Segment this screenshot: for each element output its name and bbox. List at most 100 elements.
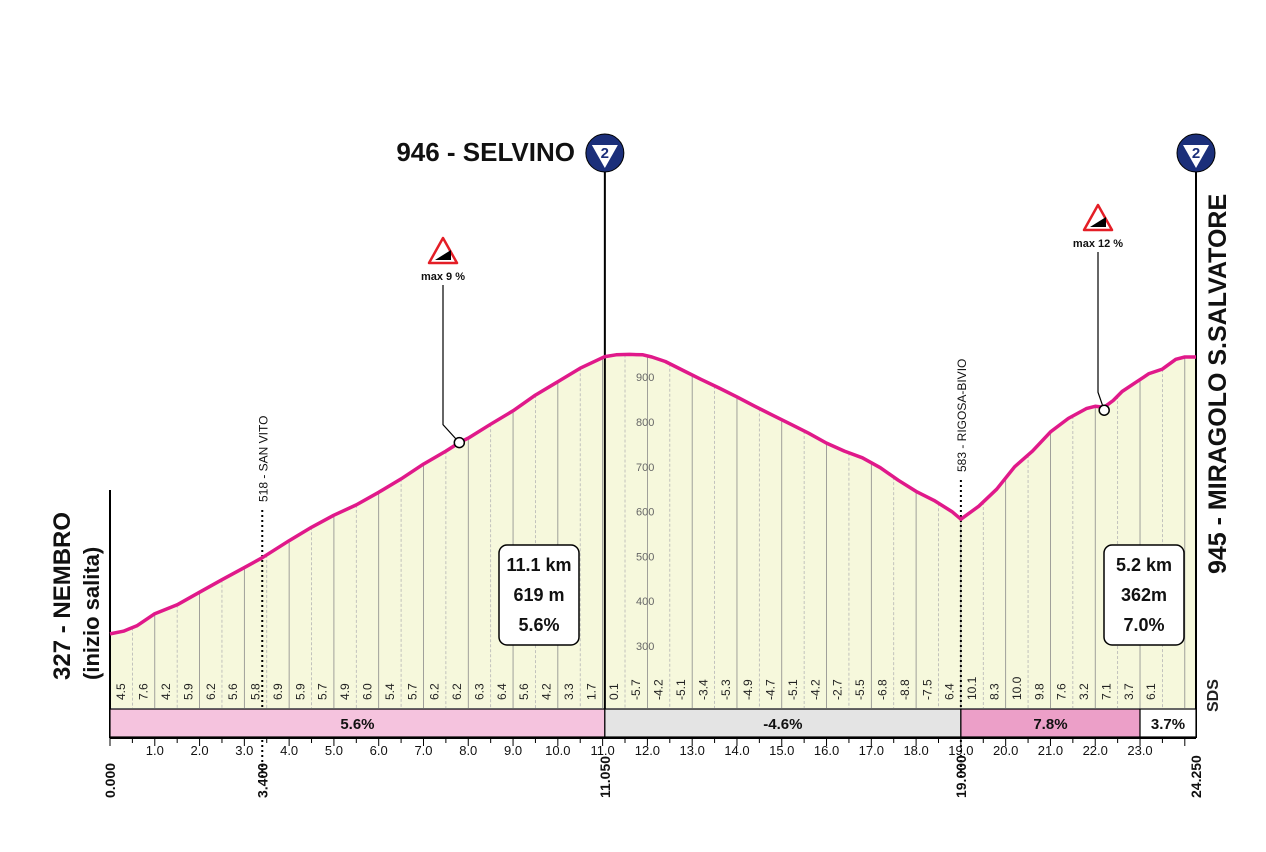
km-gradient-label: 4.2	[540, 683, 554, 700]
km-gradient-label: -7.5	[920, 679, 934, 700]
x-tick-label: 21.0	[1038, 743, 1063, 758]
grid-layer: 300 400 500 600 700 800 900 4.5 7.6 4.2 5.9 6.2 5.6 5…	[109, 170, 1197, 780]
km-gradient-label: 6.9	[271, 683, 285, 700]
km-gradient-label: 6.2	[428, 683, 442, 700]
km-gradient-label: 5.6	[226, 683, 240, 700]
summary-line: 7.0%	[1123, 615, 1164, 635]
x-tick-label: 15.0	[769, 743, 794, 758]
x-tick-label: 22.0	[1083, 743, 1108, 758]
summary-line: 362m	[1121, 585, 1167, 605]
km-gradient-label: -4.2	[808, 679, 822, 700]
summary-box-frame	[1103, 544, 1185, 646]
x-tick-label: 2.0	[191, 743, 209, 758]
climb-summary-box: 5.2 km 362m 7.0%	[1103, 544, 1185, 646]
km-gradient-label: 6.0	[361, 683, 375, 700]
gradient-segment	[109, 708, 606, 738]
km-gradient-label: -4.7	[764, 679, 778, 700]
miragolo-label: 945 - MIRAGOLO S.SALVATORE	[1204, 194, 1232, 574]
km-gradient-label: -5.1	[674, 679, 688, 700]
km-gradient-label: 6.2	[204, 683, 218, 700]
km-gradient-label: -2.7	[831, 679, 845, 700]
x-tick-label: 16.0	[814, 743, 839, 758]
sds-logo: SDS	[1205, 679, 1222, 712]
nembro-sublabel: (inizio salita)	[79, 547, 104, 680]
km-gradient-label: 6.4	[943, 683, 957, 700]
km-gradient-label: 3.7	[1122, 683, 1136, 700]
marker-point	[1098, 404, 1110, 416]
summary-line: 5.6%	[518, 615, 559, 635]
km-gradient-label: 5.9	[293, 683, 307, 700]
profile-line-layer	[109, 352, 1196, 636]
x-tick-label: 6.0	[370, 743, 388, 758]
x-tick-label: 20.0	[993, 743, 1018, 758]
y-tick-label: 500	[636, 551, 654, 563]
km-gradient-label: 6.1	[1144, 683, 1158, 700]
km-axis-layer: 1.0 2.0 3.0 4.0 5.0 6.0 7.0 8.0 9.0 10.0 11.0 12.0 1…	[102, 737, 1204, 798]
marker-point	[453, 436, 466, 449]
y-tick-label: 700	[636, 462, 654, 474]
gradient-segment-label: -4.6%	[763, 716, 802, 733]
gpm-badge-label: 2	[1192, 145, 1200, 162]
y-tick-label: 400	[636, 596, 654, 608]
marker-leader-line	[442, 285, 460, 444]
km-gradient-label: -5.1	[786, 679, 800, 700]
x-tick-label: 9.0	[504, 743, 522, 758]
profile-fill-layer	[110, 354, 1196, 708]
km-gradient-label: -3.4	[696, 679, 710, 700]
km-gradient-label: 9.8	[1032, 683, 1046, 700]
x-tick-label: 18.0	[903, 743, 928, 758]
km-gradient-label: 6.3	[472, 683, 486, 700]
waypoint-km-label: 19.000	[953, 755, 969, 798]
km-gradient-label: -5.3	[719, 679, 733, 700]
x-tick-label: 17.0	[859, 743, 884, 758]
x-tick-label: 4.0	[280, 743, 298, 758]
km-gradient-label: 7.1	[1099, 683, 1113, 700]
km-gradient-label: 10.0	[1010, 676, 1024, 700]
profile-area-fill	[110, 354, 1196, 708]
gpm-badge-triangle	[1183, 145, 1209, 168]
km-gradient-label: 4.2	[159, 683, 173, 700]
summary-line: 11.1 km	[506, 555, 571, 575]
km-gradient-label: 5.7	[316, 683, 330, 700]
km-gradient-label: 5.4	[383, 683, 397, 700]
km-gradient-label: 5.6	[517, 683, 531, 700]
waypoint-km-label: 3.400	[254, 763, 270, 798]
km-gradient-label: 4.9	[338, 683, 352, 700]
km-gradient-label: -8.8	[898, 679, 912, 700]
gpm-badge-triangle	[591, 145, 618, 168]
x-tick-label: 1.0	[146, 743, 164, 758]
km-gradient-label: 6.4	[495, 683, 509, 700]
max-gradient-marker: max 9 %	[421, 236, 466, 449]
km-gradient-label: 8.3	[987, 683, 1001, 700]
climb-summary-box: 11.1 km 619 m 5.6%	[498, 544, 580, 646]
km-gradient-label: 1.7	[584, 683, 598, 700]
x-tick-label: 23.0	[1127, 743, 1152, 758]
gpm-badge-label: 2	[601, 145, 609, 162]
km-gradient-label: -4.9	[741, 679, 755, 700]
x-tick-label: 3.0	[235, 743, 253, 758]
profile-line	[109, 352, 1196, 636]
km-gradient-label: 0.1	[607, 683, 621, 700]
x-tick-label: 11.0	[590, 743, 614, 758]
waypoint-km-label: 24.250	[1188, 755, 1204, 798]
slope-icon	[1090, 217, 1106, 227]
marker-leader-line	[1097, 252, 1105, 411]
summary-line: 5.2 km	[1116, 555, 1172, 575]
x-tick-label: 8.0	[459, 743, 477, 758]
km-gradient-label: 5.8	[249, 683, 263, 700]
x-tick-label: 13.0	[680, 743, 705, 758]
y-tick-label: 300	[636, 641, 654, 653]
nembro-label: 327 - NEMBRO	[49, 512, 76, 680]
gradient-bar-layer: 5.6% -4.6% 7.8% 3.7%	[109, 708, 1197, 738]
km-gradient-label: 6.2	[450, 683, 464, 700]
km-gradient-label: 5.9	[181, 683, 195, 700]
summary-line: 619 m	[513, 585, 564, 605]
km-gradient-label: 4.5	[114, 683, 128, 700]
slope-icon	[435, 250, 451, 260]
km-gradient-label: -6.8	[876, 679, 890, 700]
waypoint-km-label: 0.000	[102, 763, 118, 798]
san-vito-label: 518 - SAN VITO	[256, 416, 270, 502]
x-tick-label: 5.0	[325, 743, 343, 758]
labels-layer: 327 - NEMBRO (inizio salita) 518 - SAN VIT…	[49, 133, 1232, 712]
